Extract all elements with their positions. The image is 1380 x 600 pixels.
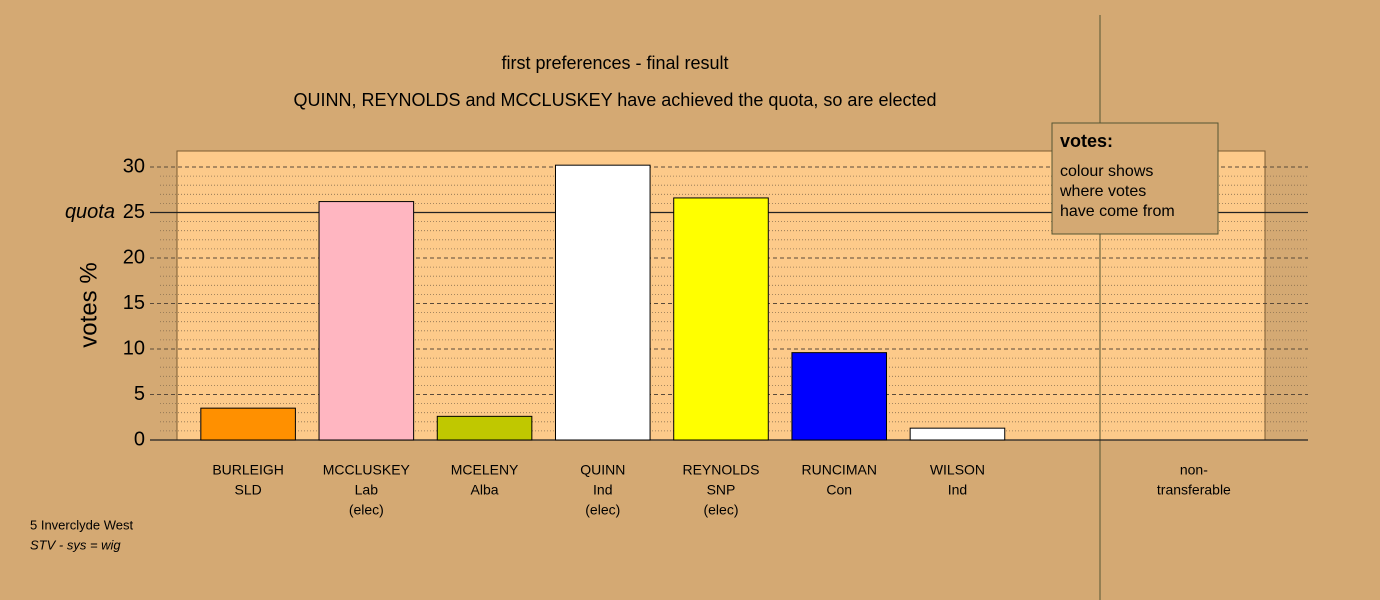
bar [200,407,296,441]
x-tick-label: Ind [593,482,612,498]
y-tick-label: 0 [134,428,145,450]
x-tick-label: Lab [355,482,379,498]
y-axis-label: votes % [75,262,102,347]
legend-text: colour shows [1060,163,1153,180]
y-tick-label: 25 [123,201,145,223]
y-tick-label: 30 [123,155,145,177]
bar [673,197,769,441]
x-tick-label: (elec) [585,502,620,518]
x-tick-label: Con [826,482,852,498]
x-tick-label: WILSON [930,462,985,478]
x-tick-label: QUINN [580,462,625,478]
legend-box [1051,122,1219,235]
footer-line: STV - sys = wig [30,537,121,552]
bar [318,201,415,441]
bar [791,352,888,441]
x-tick-label: non- [1180,462,1208,478]
y-tick-label: 15 [123,292,145,314]
legend-text: where votes [1059,183,1146,200]
y-tick-label: 10 [123,337,145,359]
legend-text: have come from [1060,203,1175,220]
x-tick-label: BURLEIGH [212,462,284,478]
x-tick-label: MCELENY [451,462,519,478]
footer-line: 5 Inverclyde West [30,517,133,532]
x-tick-label: RUNCIMAN [801,462,876,478]
x-tick-label: Alba [471,482,499,498]
bar [554,164,651,441]
bar [436,415,533,441]
chart-subtitle: QUINN, REYNOLDS and MCCLUSKEY have achie… [294,90,937,110]
x-tick-label: Ind [948,482,967,498]
y-tick-label: 5 [134,383,145,405]
bar [909,427,1006,441]
y-tick-label: 20 [123,246,145,268]
x-tick-label: MCCLUSKEY [323,462,411,478]
quota-label: quota [65,201,115,223]
legend-title: votes: [1060,131,1113,151]
chart-title: first preferences - final result [501,53,728,73]
x-tick-label: REYNOLDS [682,462,759,478]
x-tick-label: SNP [707,482,736,498]
x-tick-label: transferable [1157,482,1231,498]
x-tick-label: (elec) [349,502,384,518]
x-tick-label: SLD [234,482,261,498]
x-tick-label: (elec) [703,502,738,518]
